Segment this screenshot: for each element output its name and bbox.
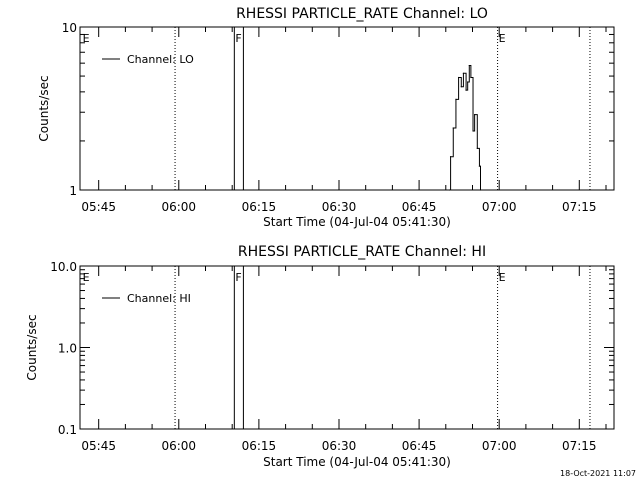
x-tick-label: 06:30 <box>322 439 357 453</box>
legend-label: Channel: LO <box>127 53 194 66</box>
x-tick-label: 07:15 <box>562 439 597 453</box>
data-point <box>474 114 476 116</box>
x-tick-label: 06:45 <box>402 439 437 453</box>
series-line-0 <box>449 65 481 191</box>
x-axis-label: Start Time (04-Jul-04 05:41:30) <box>263 455 451 469</box>
data-point <box>448 189 451 191</box>
data-point <box>455 98 457 100</box>
data-point <box>460 86 462 88</box>
x-tick-label: 06:45 <box>402 200 437 214</box>
y-axis-label: Counts/sec <box>25 314 39 380</box>
chart-panel-2: RHESSI PARTICLE_RATE Channel: HI Counts/s… <box>25 244 615 469</box>
y-tick-label: 1 <box>69 184 77 198</box>
data-point <box>476 147 478 149</box>
data-point <box>467 81 469 83</box>
data-point <box>470 76 472 79</box>
x-tick-label: 06:00 <box>161 439 196 453</box>
event-marker-label: E <box>83 32 90 45</box>
x-tick-label: 06:15 <box>242 439 277 453</box>
event-marker-label: E <box>499 32 506 45</box>
data-point <box>465 89 467 91</box>
x-tick-label: 07:00 <box>482 200 517 214</box>
legend-label: Channel: HI <box>127 292 191 305</box>
generation-timestamp: 18-Oct-2021 11:07 <box>560 469 636 478</box>
event-marker-label: E <box>499 271 506 284</box>
x-tick-label: 05:45 <box>81 200 116 214</box>
y-tick-label: 1.0 <box>58 342 77 356</box>
data-point <box>462 72 465 74</box>
y-tick-label: 0.1 <box>58 423 77 437</box>
data-point <box>472 130 474 132</box>
plot-frame <box>79 265 615 430</box>
data-point <box>452 127 454 129</box>
chart-title: RHESSI PARTICLE_RATE Channel: HI <box>238 244 486 260</box>
event-marker-label: F <box>235 271 241 284</box>
chart-title: RHESSI PARTICLE_RATE Channel: LO <box>236 6 488 22</box>
x-tick-label: 05:45 <box>81 439 116 453</box>
y-axis-label: Counts/sec <box>37 75 51 141</box>
y-tick-label: 10.0 <box>50 260 77 274</box>
data-point <box>478 165 481 167</box>
chart-panel-1: RHESSI PARTICLE_RATE Channel: LO Counts/s… <box>37 6 615 229</box>
x-tick-label: 06:15 <box>242 200 277 214</box>
y-tick-label: 10 <box>62 21 77 35</box>
x-tick-label: 07:15 <box>562 200 597 214</box>
x-axis-label: Start Time (04-Jul-04 05:41:30) <box>263 215 451 229</box>
event-marker-label: F <box>235 32 241 45</box>
data-point <box>479 189 482 191</box>
data-point <box>458 76 460 79</box>
event-marker-label: E <box>83 271 90 284</box>
data-point <box>468 64 470 67</box>
x-tick-label: 07:00 <box>482 439 517 453</box>
data-point <box>449 156 452 158</box>
plot-frame <box>79 26 615 191</box>
x-tick-label: 06:00 <box>161 200 196 214</box>
x-tick-label: 06:30 <box>322 200 357 214</box>
